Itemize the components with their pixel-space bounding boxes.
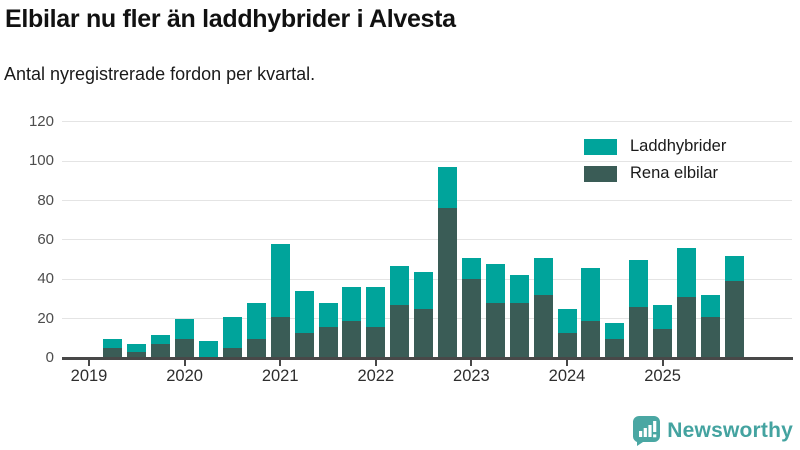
x-axis-tick-label: 2023 (453, 367, 490, 385)
x-axis-tick (183, 359, 186, 366)
chart-subtitle: Antal nyregistrerade fordon per kvartal. (4, 64, 316, 84)
legend-label: Rena elbilar (630, 164, 719, 182)
bar-segment-laddhybrider (557, 309, 577, 333)
x-axis-tick-label: 2021 (261, 367, 299, 385)
bar-segment-rena-elbilar (175, 338, 195, 359)
bar-segment-laddhybrider (677, 247, 696, 298)
newsworthy-logo-text: Newsworthy (667, 419, 793, 442)
y-axis-tick-label: 80 (37, 191, 54, 209)
bar-segment-laddhybrider (509, 275, 529, 304)
bar-segment-rena-elbilar (533, 295, 553, 359)
chart-legend: Laddhybrider Rena elbilar (584, 137, 730, 183)
bar-segment-laddhybrider (222, 316, 242, 349)
bar-segment-laddhybrider (724, 255, 744, 282)
legend-item: Laddhybrider (584, 137, 730, 156)
bar-segment-rena-elbilar (222, 348, 242, 359)
bar-segment-laddhybrider (653, 305, 673, 329)
bar-segment-laddhybrider (270, 243, 290, 317)
bar-segment-rena-elbilar (342, 320, 362, 359)
bar-segment-rena-elbilar (246, 338, 266, 359)
bar-segment-laddhybrider (294, 291, 314, 333)
bar-segment-rena-elbilar (103, 348, 123, 359)
y-axis-tick-label: 40 (37, 270, 54, 288)
chart-title: Elbilar nu fler än laddhybrider i Alvest… (5, 5, 456, 33)
bar-segment-laddhybrider (461, 257, 481, 280)
bar-segment-laddhybrider (438, 167, 457, 209)
x-axis-line (62, 356, 793, 360)
x-axis-tick-label: 2019 (70, 367, 108, 385)
bar-segment-rena-elbilar (724, 281, 744, 359)
bar-segment-rena-elbilar (318, 326, 338, 359)
bar-segment-rena-elbilar (438, 208, 457, 359)
bar-segment-laddhybrider (581, 267, 601, 321)
bar-segment-rena-elbilar (700, 316, 720, 359)
x-axis-tick (88, 359, 90, 366)
bar-segment-laddhybrider (199, 340, 218, 359)
bar-segment-rena-elbilar (629, 307, 649, 359)
y-axis-tick-label: 20 (37, 309, 54, 327)
bar-segment-laddhybrider (629, 259, 649, 308)
bar-segment-laddhybrider (485, 263, 505, 304)
bar-segment-laddhybrider (366, 287, 386, 327)
y-axis-tick-label: 120 (28, 112, 54, 130)
y-axis-tick-label: 0 (45, 349, 54, 367)
x-axis-tick (661, 359, 664, 366)
bar-segment-rena-elbilar (294, 332, 314, 359)
bar-segment-laddhybrider (151, 334, 171, 345)
bar-segment-rena-elbilar (509, 303, 529, 359)
x-axis-tick-label: 2024 (548, 367, 586, 385)
bar-segment-rena-elbilar (653, 328, 673, 359)
bar-segment-laddhybrider (390, 265, 410, 306)
legend-item: Rena elbilar (584, 164, 730, 183)
gridline (62, 239, 792, 241)
bar-segment-rena-elbilar (127, 352, 147, 359)
bar-segment-rena-elbilar (581, 320, 601, 359)
x-axis-tick-label: 2022 (357, 367, 395, 385)
bar-segment-rena-elbilar (605, 338, 625, 359)
bar-segment-laddhybrider (103, 338, 123, 349)
bar-segment-laddhybrider (533, 257, 553, 296)
bar-segment-laddhybrider (605, 322, 625, 339)
x-axis-tick (566, 359, 568, 366)
y-axis-tick-label: 100 (28, 152, 54, 170)
gridline (62, 200, 792, 202)
bar-segment-rena-elbilar (557, 332, 577, 359)
bar-segment-rena-elbilar (366, 326, 386, 359)
bar-segment-rena-elbilar (414, 309, 434, 359)
bar-segment-laddhybrider (318, 303, 338, 327)
x-axis-tick-label: 2020 (166, 367, 203, 385)
legend-label: Laddhybrider (630, 137, 727, 155)
bar-segment-rena-elbilar (485, 303, 505, 359)
bar-segment-rena-elbilar (677, 297, 696, 359)
x-axis-tick (470, 359, 473, 366)
bar-segment-laddhybrider (414, 271, 434, 309)
x-axis-tick (374, 359, 377, 366)
y-axis-tick-label: 60 (37, 230, 54, 248)
bar-segment-rena-elbilar (461, 279, 481, 359)
bar-segment-rena-elbilar (151, 344, 171, 359)
bar-segment-laddhybrider (175, 318, 195, 339)
gridline (62, 121, 792, 123)
bar-segment-laddhybrider (342, 287, 362, 321)
bar-segment-laddhybrider (246, 303, 266, 339)
bar-segment-rena-elbilar (390, 305, 410, 359)
legend-color-swatch (584, 138, 617, 155)
gridline (62, 160, 792, 162)
bar-segment-rena-elbilar (270, 316, 290, 359)
newsworthy-branding: Newsworthy (633, 416, 793, 446)
legend-color-swatch (584, 165, 617, 182)
x-axis-tick-label: 2025 (644, 367, 681, 385)
bar-segment-laddhybrider (127, 344, 147, 353)
x-axis-tick (279, 359, 282, 366)
newsworthy-logo-icon (633, 416, 661, 446)
bar-segment-laddhybrider (700, 295, 720, 317)
